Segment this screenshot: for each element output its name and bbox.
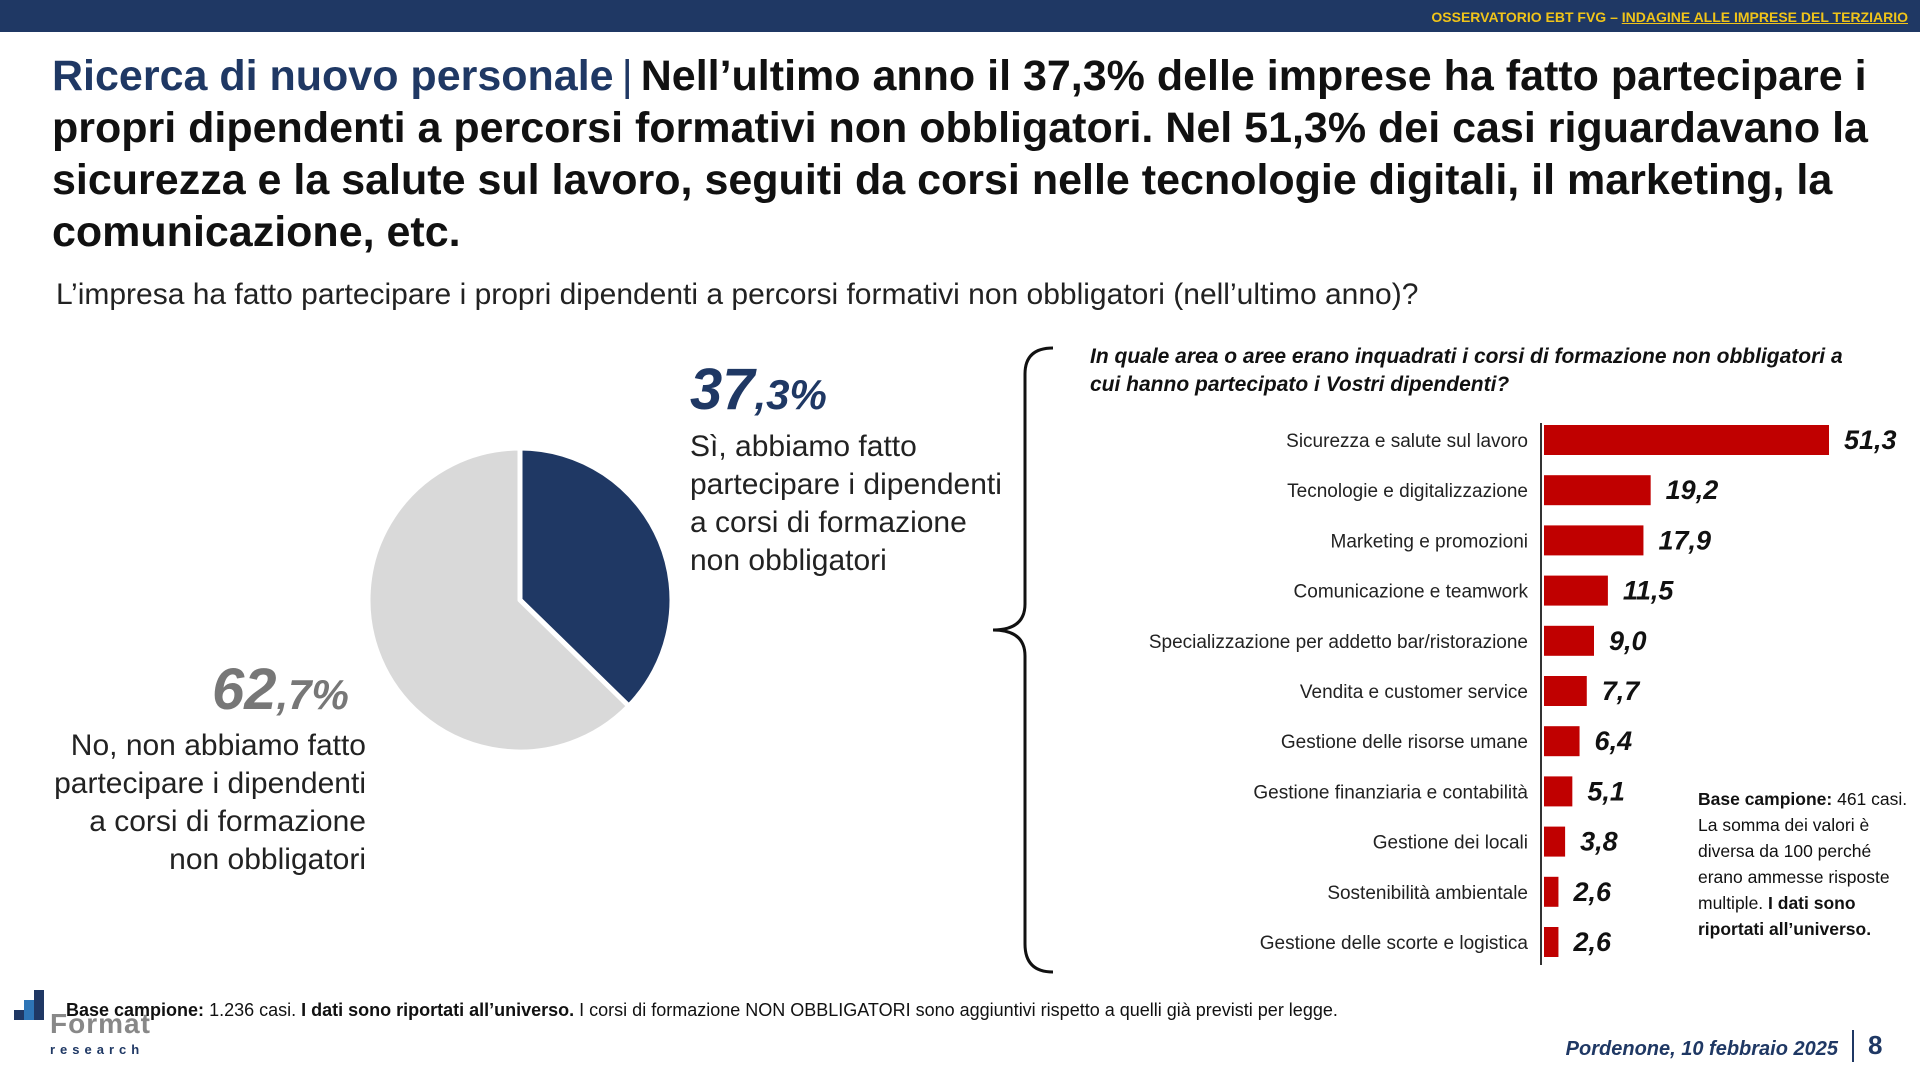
pie-no-value: 62,7% [212, 656, 349, 723]
bar [1544, 826, 1566, 857]
footer-universe-bold: I dati sono riportati all’universo. [301, 1000, 575, 1020]
pie-yes-value-int: 37 [690, 357, 755, 422]
header-observatory: OSSERVATORIO EBT FVG – [1431, 9, 1622, 25]
bar-category-label: Marketing e promozioni [1331, 531, 1528, 552]
footer-note: Base campione: 1.236 casi. I dati sono r… [66, 1000, 1338, 1021]
bar [1544, 927, 1559, 957]
bar-category-label: Vendita e customer service [1300, 682, 1528, 703]
footer-base-bold: Base campione: [66, 1000, 205, 1020]
page-number: 8 [1868, 1030, 1883, 1060]
bar [1544, 726, 1580, 757]
curly-brace [992, 346, 1054, 974]
logo-name: Format [50, 1008, 151, 1039]
bar-value-label: 17,9 [1658, 525, 1711, 555]
pie-slice-no [365, 445, 632, 755]
sample-note-text: 461 casi. La somma dei valori è diversa … [1698, 789, 1908, 913]
bar-chart: Sicurezza e salute sul lavoro 51,3 Tecnolo… [1149, 423, 1897, 965]
pie-yes-label: Sì, abbiamo fatto partecipare i dipenden… [690, 430, 1002, 577]
bar-value-label: 6,4 [1595, 726, 1633, 756]
footer-base-text: 1.236 casi. [204, 1000, 302, 1020]
header-survey-link[interactable]: INDAGINE ALLE IMPRESE DEL TERZIARIO [1621, 9, 1908, 25]
sample-note-universe: I dati sono riportati all’universo. [1698, 893, 1872, 939]
bar-value-label: 2,6 [1572, 877, 1612, 907]
title-text: Nell’ultimo anno il 37,3% delle imprese … [52, 52, 1868, 256]
pie-yes-value-dec: ,3% [754, 371, 827, 418]
pie-slice-yes [517, 445, 675, 709]
header-bar: OSSERVATORIO EBT FVG – INDAGINE ALLE IMP… [0, 0, 1920, 32]
format-research-logo: Format research [14, 990, 184, 1064]
bar-category-label: Gestione finanziaria e contabilità [1253, 782, 1528, 803]
bar-value-label: 7,7 [1602, 676, 1642, 706]
bar-value-label: 11,5 [1623, 576, 1675, 606]
place-date: Pordenone, 10 febbraio 2025 [1565, 1038, 1838, 1060]
page-title: Ricerca di nuovo personale | Nell’ultimo a… [52, 50, 1902, 258]
bar [1544, 676, 1587, 706]
bar [1544, 575, 1608, 606]
bar [1544, 425, 1829, 455]
bar-category-label: Gestione delle risorse umane [1281, 732, 1528, 753]
bar-category-label: Gestione delle scorte e logistica [1260, 933, 1529, 954]
sample-note: Base campione: 461 casi. La somma dei va… [1698, 786, 1908, 942]
bar-category-label: Tecnologie e digitalizzazione [1287, 481, 1528, 502]
bar-value-label: 2,6 [1572, 927, 1612, 957]
bar-category-label: Sostenibilità ambientale [1327, 883, 1528, 904]
bar [1544, 475, 1651, 506]
pie-no-label: No, non abbiamo fatto partecipare i dipe… [54, 729, 366, 876]
title-lead: Ricerca di nuovo personale [52, 52, 614, 100]
bar-value-label: 9,0 [1609, 626, 1647, 656]
bar [1544, 525, 1644, 556]
bar [1544, 876, 1559, 907]
survey-question: L’impresa ha fatto partecipare i propri … [56, 278, 1419, 311]
bar-chart-question: In quale area o aree erano inquadrati i … [1090, 345, 1843, 396]
header-title: OSSERVATORIO EBT FVG – INDAGINE ALLE IMP… [1431, 9, 1908, 25]
bar-category-label: Comunicazione e teamwork [1294, 582, 1529, 603]
pie-no-value-dec: ,7% [276, 671, 349, 718]
logo-mark-icon [14, 990, 44, 1020]
bar [1544, 776, 1573, 807]
pie-yes-value: 37,3% [690, 356, 827, 423]
title-separator: | [621, 52, 633, 100]
footer-divider [1852, 1030, 1854, 1062]
bar-category-label: Sicurezza e salute sul lavoro [1286, 431, 1528, 452]
bar [1544, 625, 1594, 656]
bar-value-label: 5,1 [1587, 776, 1625, 806]
pie-no-value-int: 62 [212, 657, 277, 722]
logo-sub: research [50, 1042, 145, 1057]
footer-rest: I corsi di formazione NON OBBLIGATORI so… [574, 1000, 1338, 1020]
bar-value-label: 3,8 [1580, 827, 1618, 857]
bar-value-label: 51,3 [1844, 425, 1897, 455]
sample-note-bold: Base campione: [1698, 789, 1833, 809]
bar-category-label: Gestione dei locali [1373, 833, 1528, 854]
bar-value-label: 19,2 [1666, 475, 1719, 505]
pie-chart [365, 445, 675, 755]
bar-category-label: Specializzazione per addetto bar/ristora… [1149, 632, 1528, 653]
